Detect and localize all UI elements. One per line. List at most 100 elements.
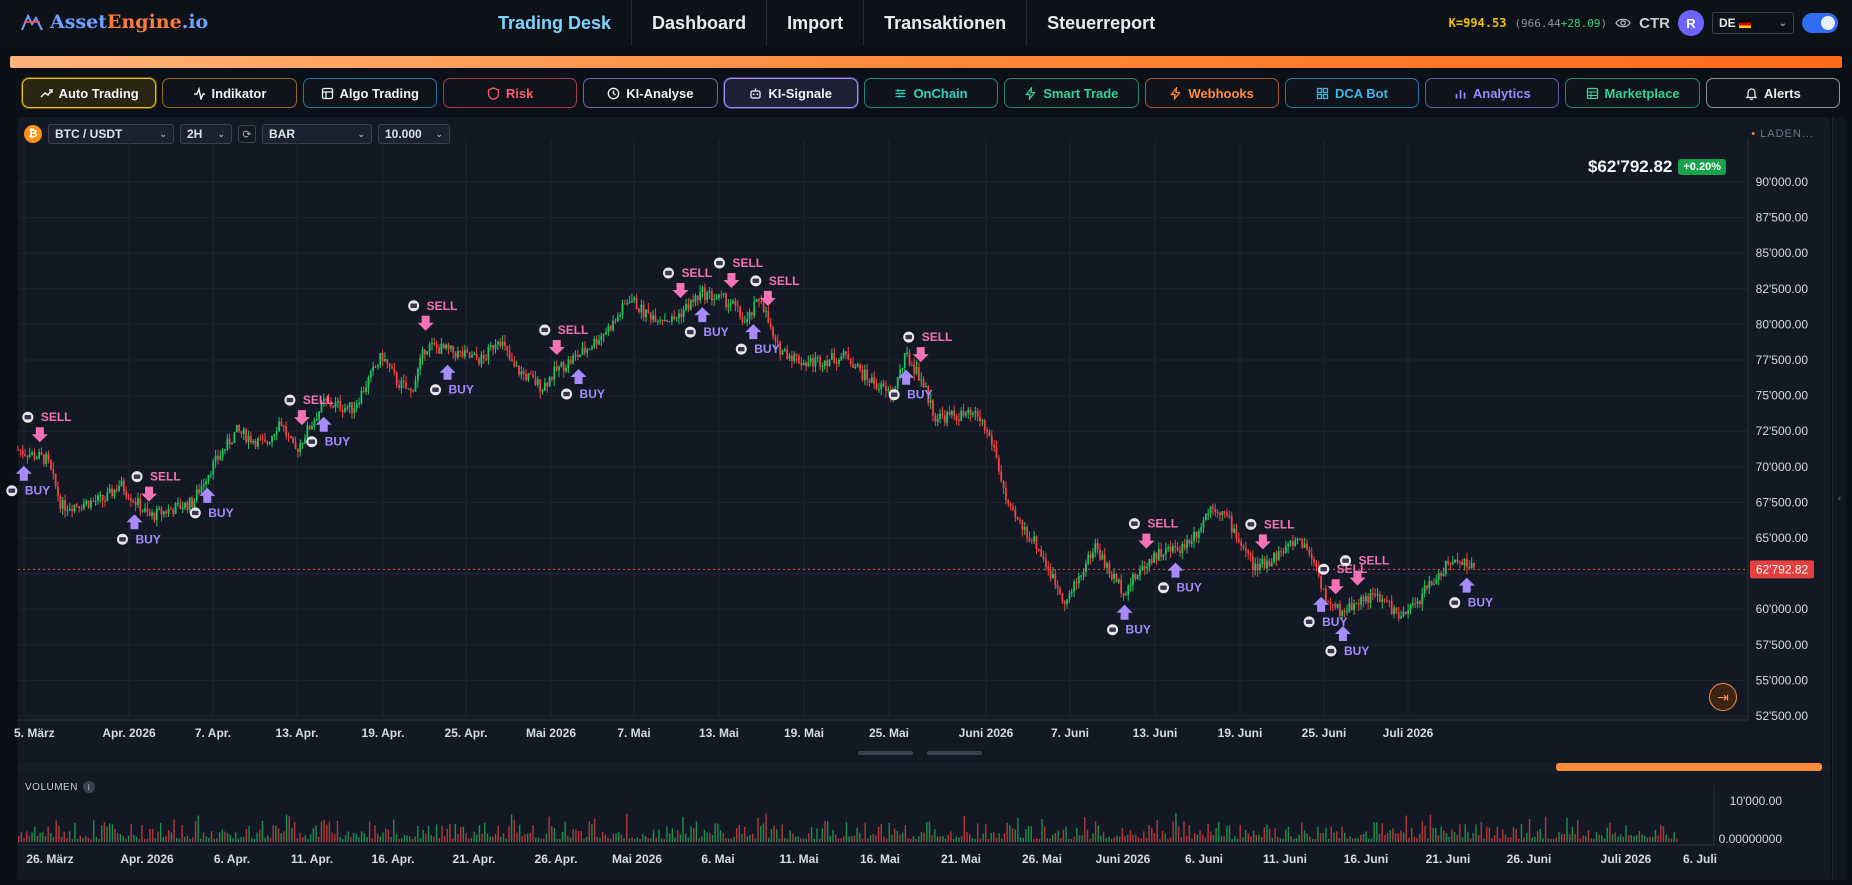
candle-body <box>1451 562 1454 565</box>
robot-icon <box>903 331 915 343</box>
robot-icon <box>1318 563 1330 575</box>
feature-button-smart-trade[interactable]: Smart Trade <box>1004 78 1139 108</box>
volume-bar <box>521 836 524 842</box>
theme-toggle[interactable] <box>1802 13 1838 33</box>
candle <box>38 448 41 460</box>
volume-bar <box>505 838 507 842</box>
feature-button-indikator[interactable]: Indikator <box>162 78 297 108</box>
volume-bar <box>272 825 274 842</box>
candle <box>1200 522 1203 534</box>
feature-button-auto-trading[interactable]: Auto Trading <box>22 78 157 108</box>
volume-bar <box>569 837 572 842</box>
chevron-down-icon: ⌄ <box>1778 17 1787 29</box>
candle <box>454 351 457 362</box>
feature-button-dca-bot[interactable]: DCA Bot <box>1284 78 1420 108</box>
sell-label: SELL <box>558 323 589 337</box>
volume-bar <box>1081 835 1083 842</box>
candle-body <box>235 424 238 433</box>
robot-icon-face <box>1451 600 1459 605</box>
volume-bar <box>770 828 773 842</box>
candle <box>906 346 909 357</box>
candle-body <box>1139 569 1141 576</box>
candle <box>61 496 64 515</box>
feature-button-analytics[interactable]: Analytics <box>1425 78 1560 108</box>
candle-body <box>790 355 793 362</box>
candle <box>1346 604 1348 616</box>
candle <box>393 362 396 376</box>
candle-body <box>783 349 786 351</box>
feature-button-ki-signale[interactable]: KI-Signale <box>723 78 858 108</box>
bar-count-select[interactable]: 10.000 ⌄ <box>378 124 450 144</box>
volume-bar <box>1003 833 1006 842</box>
candle-body <box>45 453 48 464</box>
volume-bar <box>1078 835 1081 842</box>
time-scroll-handle[interactable] <box>1556 763 1822 771</box>
candle-body <box>428 344 431 352</box>
buy-signal: BUY <box>189 487 234 520</box>
eye-icon[interactable] <box>1615 15 1631 31</box>
feature-button-marketplace[interactable]: Marketplace <box>1565 78 1700 108</box>
candle-body <box>346 407 349 409</box>
candle-body <box>169 509 172 511</box>
refresh-icon[interactable]: ⟳ <box>238 125 256 143</box>
candle-body <box>838 359 840 364</box>
pane-resize-handle[interactable] <box>858 751 982 755</box>
candle-body <box>1162 554 1165 557</box>
candle-body <box>1306 543 1308 550</box>
candle-body <box>619 314 622 317</box>
candle-body <box>1346 611 1348 613</box>
info-icon[interactable]: i <box>82 781 95 793</box>
volume-bar <box>1515 828 1517 842</box>
interval-select[interactable]: 2H ⌄ <box>180 124 232 144</box>
feature-button-ki-analyse[interactable]: KI-Analyse <box>583 78 718 108</box>
nav-dashboard[interactable]: Dashboard <box>632 0 768 46</box>
volume-bar <box>685 833 687 842</box>
candle-body <box>445 344 447 349</box>
candle-body <box>1084 563 1087 572</box>
buy-label: BUY <box>208 506 233 520</box>
side-collapse-handle[interactable]: ‹ <box>1832 117 1846 880</box>
candle-body <box>285 426 288 436</box>
feature-button-algo-trading[interactable]: Algo Trading <box>302 78 437 108</box>
candle <box>1073 579 1076 598</box>
volume-bar <box>435 824 438 842</box>
volume-bar <box>256 832 258 842</box>
avatar[interactable]: R <box>1678 10 1704 36</box>
sell-label: SELL <box>427 299 458 313</box>
volume-bar <box>39 832 41 842</box>
candle-body <box>369 370 372 378</box>
volume-bar <box>1148 825 1150 842</box>
buy-signal: BUY <box>1303 596 1347 629</box>
nav-steuerreport[interactable]: Steuerreport <box>1047 12 1156 33</box>
volume-bar <box>644 836 647 842</box>
volume-bar <box>615 833 617 842</box>
logo[interactable]: Asset Engine .io <box>20 10 208 34</box>
candle-body <box>1383 599 1386 601</box>
feature-button-webhooks[interactable]: Webhooks <box>1144 78 1279 108</box>
volume-bar <box>1169 837 1172 842</box>
volume-bar <box>360 831 363 842</box>
feature-button-alerts[interactable]: Alerts <box>1705 78 1841 108</box>
candle-body <box>1167 546 1170 549</box>
nav-import[interactable]: Import <box>767 0 865 46</box>
feature-button-onchain[interactable]: OnChain <box>863 78 999 108</box>
ctr-label[interactable]: CTR <box>1639 14 1670 32</box>
robot-icon <box>539 324 551 336</box>
candle-body <box>398 384 400 388</box>
candle <box>1190 534 1193 548</box>
language-select[interactable]: DE ⌄ <box>1712 12 1794 34</box>
chart-style-select[interactable]: BAR ⌄ <box>262 124 372 144</box>
feature-button-risk[interactable]: Risk <box>442 78 578 108</box>
candle <box>365 380 368 395</box>
candle-body <box>94 501 97 503</box>
candle-body <box>546 382 549 387</box>
nav-trading-desk[interactable]: Trading Desk <box>478 0 633 46</box>
candle <box>1454 559 1457 564</box>
volume-time-tick-label: 16. Apr. <box>372 852 415 866</box>
buy-label: BUY <box>907 388 932 402</box>
nav-transaktionen[interactable]: Transaktionen <box>864 0 1028 46</box>
volume-bar <box>1622 836 1624 842</box>
pair-select[interactable]: BTC / USDT ⌄ <box>48 124 174 144</box>
scroll-to-realtime-button[interactable]: ⇥ <box>1709 683 1737 711</box>
